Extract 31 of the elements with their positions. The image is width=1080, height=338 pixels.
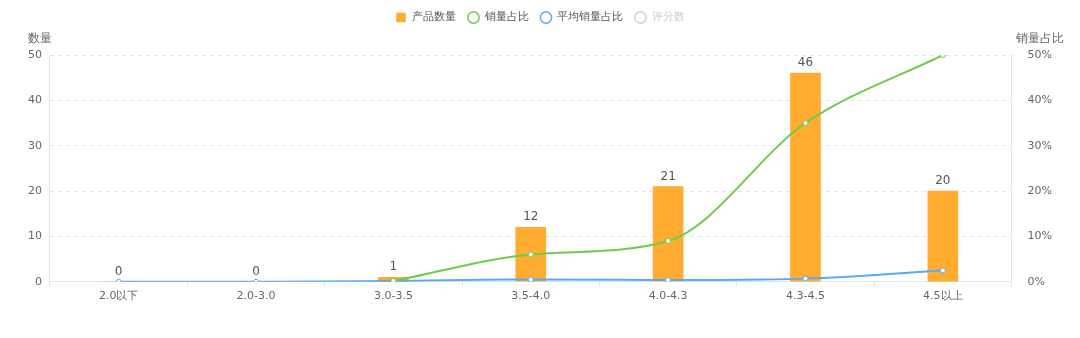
x-tick-label: 4.5以上 <box>923 289 963 303</box>
legend-label: 平均销量占比 <box>557 10 623 24</box>
y2-tick-label: 20% <box>1027 183 1052 197</box>
y2-tick-label: 0% <box>1027 274 1045 288</box>
x-tick-label: 4.0-4.3 <box>648 289 688 303</box>
x-tick-label: 3.0-3.5 <box>373 289 413 303</box>
y-tick-label: 50 <box>28 47 42 61</box>
y-tick-label: 40 <box>28 93 42 107</box>
y2-tick-label: 30% <box>1027 138 1052 152</box>
y2-tick-label: 50% <box>1027 47 1052 61</box>
legend-label: 产品数量 <box>412 10 456 24</box>
data-label: 21 <box>660 168 676 183</box>
x-tick-label: 3.5-4.0 <box>511 289 551 303</box>
y2-axis-title: 销量占比 <box>1015 31 1064 46</box>
y2-tick-label: 40% <box>1027 93 1052 107</box>
y2-tick-label: 10% <box>1027 229 1052 243</box>
data-label: 0 <box>252 263 260 278</box>
data-label: 20 <box>935 173 951 188</box>
data-label: 12 <box>523 209 539 224</box>
x-tick-label: 2.0-3.0 <box>236 289 276 303</box>
y-tick-label: 20 <box>28 183 42 197</box>
data-label: 1 <box>389 259 398 274</box>
y-tick-label: 0 <box>35 274 42 288</box>
y-axis-title: 数量 <box>28 31 52 46</box>
legend-label: 销量占比 <box>483 10 529 24</box>
y-tick-label: 30 <box>28 138 42 152</box>
data-label: 0 <box>114 263 123 278</box>
y-tick-label: 10 <box>28 229 42 243</box>
x-tick-label: 2.0以下 <box>98 289 139 303</box>
x-tick-label: 4.3-4.5 <box>786 289 825 303</box>
data-label: 46 <box>797 55 814 70</box>
